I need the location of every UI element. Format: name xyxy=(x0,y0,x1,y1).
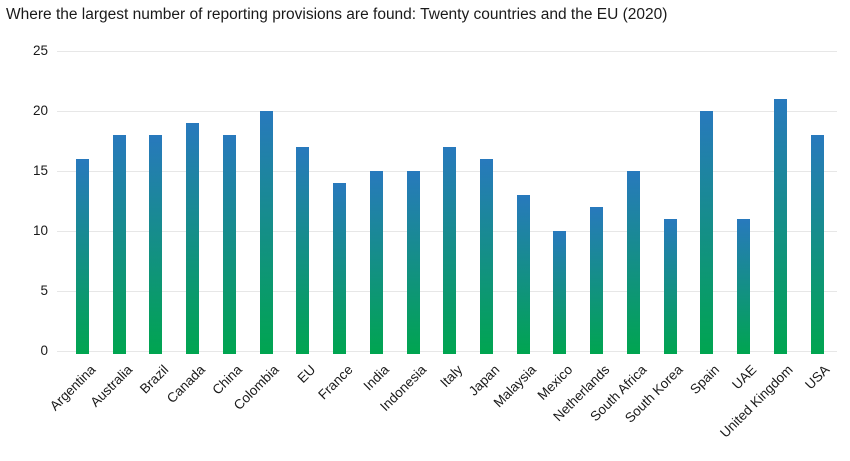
bar-south-korea xyxy=(663,219,677,354)
bar-spain xyxy=(700,111,714,354)
x-axis-tick-label: France xyxy=(314,362,356,403)
bar-uae xyxy=(737,219,751,354)
x-axis-tick-label: Canada xyxy=(164,362,209,407)
y-axis-tick-label: 0 xyxy=(40,343,48,358)
y-axis-tick-label: 15 xyxy=(32,163,48,178)
bar-united-kingdom xyxy=(773,99,787,354)
x-axis-tick-label: EU xyxy=(294,362,319,386)
bar-malaysia xyxy=(516,195,530,354)
bar-argentina xyxy=(76,159,89,354)
bar-south-africa xyxy=(626,171,640,354)
bar-china xyxy=(222,135,236,354)
bar-colombia xyxy=(259,111,273,354)
y-axis-tick-label: 20 xyxy=(32,103,48,118)
bar-australia xyxy=(112,135,126,354)
bar-mexico xyxy=(553,231,567,354)
bar-france xyxy=(333,183,347,354)
y-axis-tick-label: 5 xyxy=(40,283,48,298)
bar-italy xyxy=(443,147,457,354)
bar-india xyxy=(369,171,383,354)
bar-japan xyxy=(480,159,494,354)
bar-netherlands xyxy=(590,207,604,354)
x-axis-tick-label: Spain xyxy=(687,362,723,398)
x-axis-tick-label: UAE xyxy=(729,362,760,393)
bar-canada xyxy=(186,123,200,354)
bar-indonesia xyxy=(406,171,420,354)
bar-eu xyxy=(296,147,310,354)
x-axis-tick-label: USA xyxy=(802,362,833,393)
bar-usa xyxy=(810,135,824,354)
gridline-y-20 xyxy=(57,111,837,112)
x-axis-tick-label: Argentina xyxy=(46,362,99,414)
chart-title: Where the largest number of reporting pr… xyxy=(6,6,668,23)
y-axis-tick-label: 10 xyxy=(32,223,48,238)
y-axis-tick-label: 25 xyxy=(32,43,48,58)
plot-area xyxy=(57,51,837,354)
gridline-y-25 xyxy=(57,51,837,52)
x-axis-tick-label: India xyxy=(360,362,392,394)
bar-brazil xyxy=(149,135,163,354)
x-axis-tick-label: Italy xyxy=(437,362,466,391)
